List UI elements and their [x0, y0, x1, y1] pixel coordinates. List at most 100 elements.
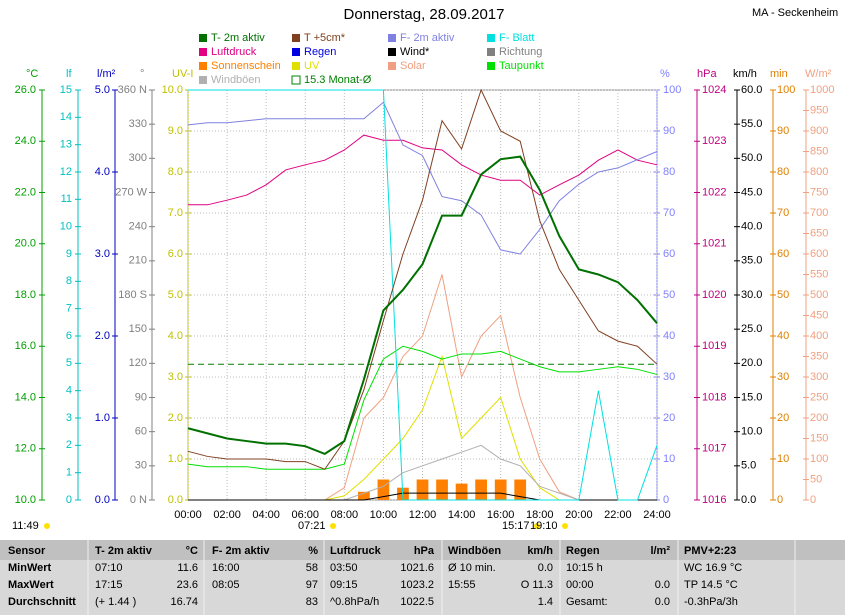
axis-unit: min	[770, 68, 788, 80]
legend-swatch	[291, 75, 301, 85]
tick-label: 600	[810, 248, 828, 260]
legend-label: Windböen	[211, 74, 261, 86]
tick-label: 0	[777, 494, 783, 506]
sun-time: 11:49	[12, 520, 39, 532]
sun-time: 07:21	[298, 520, 326, 532]
tick-label: 30	[663, 371, 675, 383]
table-header: PMV+2:23	[684, 545, 736, 557]
tick-label: 80	[777, 166, 789, 178]
tick-label: 20.0	[741, 357, 762, 369]
tick-label: 5.0	[741, 460, 756, 472]
legend-swatch	[199, 76, 207, 84]
table-cell: 16:00	[212, 562, 240, 574]
tick-label: 70	[663, 207, 675, 219]
tick-label: 0	[66, 494, 72, 506]
tick-label: 0	[663, 494, 669, 506]
series-line	[188, 89, 658, 501]
tick-label: 10.0	[162, 84, 183, 96]
bar	[455, 483, 468, 500]
tick-label: 1022	[702, 186, 726, 198]
sun-icon	[44, 523, 50, 529]
legend-swatch	[292, 34, 300, 42]
x-tick-label: 24:00	[643, 509, 671, 521]
tick-label: 24.0	[15, 135, 36, 147]
table-cell: 23.6	[177, 579, 198, 591]
sun-time: 15:17	[502, 520, 530, 532]
tick-label: 50	[810, 473, 822, 485]
axis-unit: km/h	[733, 68, 757, 80]
tick-label: 950	[810, 104, 828, 116]
tick-label: 330	[129, 118, 147, 130]
tick-label: 25.0	[741, 323, 762, 335]
tick-label: 16.0	[15, 340, 36, 352]
axis-unit: UV-I	[172, 68, 193, 80]
axis-unit: %	[660, 68, 670, 80]
tick-label: 40	[777, 330, 789, 342]
tick-label: 2.0	[95, 330, 110, 342]
table-cell: 10:15 h	[566, 562, 603, 574]
tick-label: 12	[60, 166, 72, 178]
table-cell: 00:00	[566, 579, 594, 591]
axis-unit: l/m²	[97, 68, 116, 80]
tick-label: 22.0	[15, 186, 36, 198]
tick-label: 20.0	[15, 238, 36, 250]
tick-label: 50	[777, 289, 789, 301]
tick-label: 210	[129, 255, 147, 267]
tick-label: 400	[810, 330, 828, 342]
tick-label: 6	[66, 330, 72, 342]
tick-label: 4	[66, 385, 72, 397]
tick-label: 15.0	[741, 391, 762, 403]
bar	[358, 491, 370, 500]
table-cell: 0.0	[655, 596, 670, 608]
legend-swatch	[388, 48, 396, 56]
table-header: Sensor	[8, 545, 46, 557]
table-cell: 08:05	[212, 579, 240, 591]
tick-label: 750	[810, 186, 828, 198]
table-cell: MinWert	[8, 562, 52, 574]
tick-label: 2.0	[168, 412, 183, 424]
tick-label: 360 N	[118, 84, 147, 96]
table-header: %	[308, 545, 318, 557]
tick-label: 35.0	[741, 255, 762, 267]
legend-label: Richtung	[499, 46, 542, 58]
tick-label: 30	[777, 371, 789, 383]
tick-label: 7.0	[168, 207, 183, 219]
table-header: F- 2m aktiv	[212, 545, 270, 557]
tick-label: 250	[810, 391, 828, 403]
tick-label: 1017	[702, 443, 726, 455]
x-tick-label: 16:00	[487, 509, 515, 521]
table-header: Windböen	[448, 545, 501, 557]
legend-label: T- 2m aktiv	[211, 32, 265, 44]
legend-swatch	[487, 34, 495, 42]
axis-unit: °	[140, 68, 144, 80]
tick-label: 55.0	[741, 118, 762, 130]
table-cell: 1021.6	[400, 562, 434, 574]
tick-label: 180 S	[118, 289, 147, 301]
summary-table: Sensor T- 2m aktiv °C F- 2m aktiv% Luftdruck…	[0, 540, 845, 615]
tick-label: 1019	[702, 340, 726, 352]
tick-label: 7	[66, 303, 72, 315]
table-cell: 1.4	[538, 596, 553, 608]
series-line	[187, 155, 658, 455]
sun-icon	[534, 523, 540, 529]
tick-label: 60	[777, 248, 789, 260]
legend-swatch	[199, 34, 207, 42]
tick-label: 30.0	[741, 289, 762, 301]
tick-label: 8.0	[168, 166, 183, 178]
table-cell: Gesamt:	[566, 596, 608, 608]
legend-label: Wind*	[400, 46, 430, 58]
tick-label: 0 N	[130, 494, 147, 506]
table-cell: WC 16.9 °C	[684, 562, 742, 574]
tick-label: 1016	[702, 494, 726, 506]
tick-label: 650	[810, 227, 828, 239]
tick-label: 11	[61, 193, 72, 205]
x-tick-label: 20:00	[565, 509, 593, 521]
table-cell: 97	[306, 579, 318, 591]
tick-label: 14.0	[15, 391, 36, 403]
legend-label: Regen	[304, 46, 336, 58]
x-tick-label: 04:00	[252, 509, 280, 521]
chart-title: Donnerstag, 28.09.2017	[344, 6, 505, 23]
table-header: Luftdruck	[330, 545, 382, 557]
legend-label: Luftdruck	[211, 46, 257, 58]
table-header: hPa	[414, 545, 435, 557]
